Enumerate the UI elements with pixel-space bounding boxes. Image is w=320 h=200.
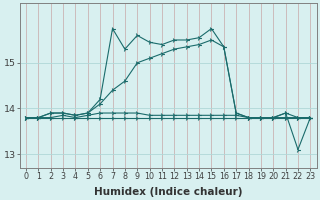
X-axis label: Humidex (Indice chaleur): Humidex (Indice chaleur) [94,187,242,197]
